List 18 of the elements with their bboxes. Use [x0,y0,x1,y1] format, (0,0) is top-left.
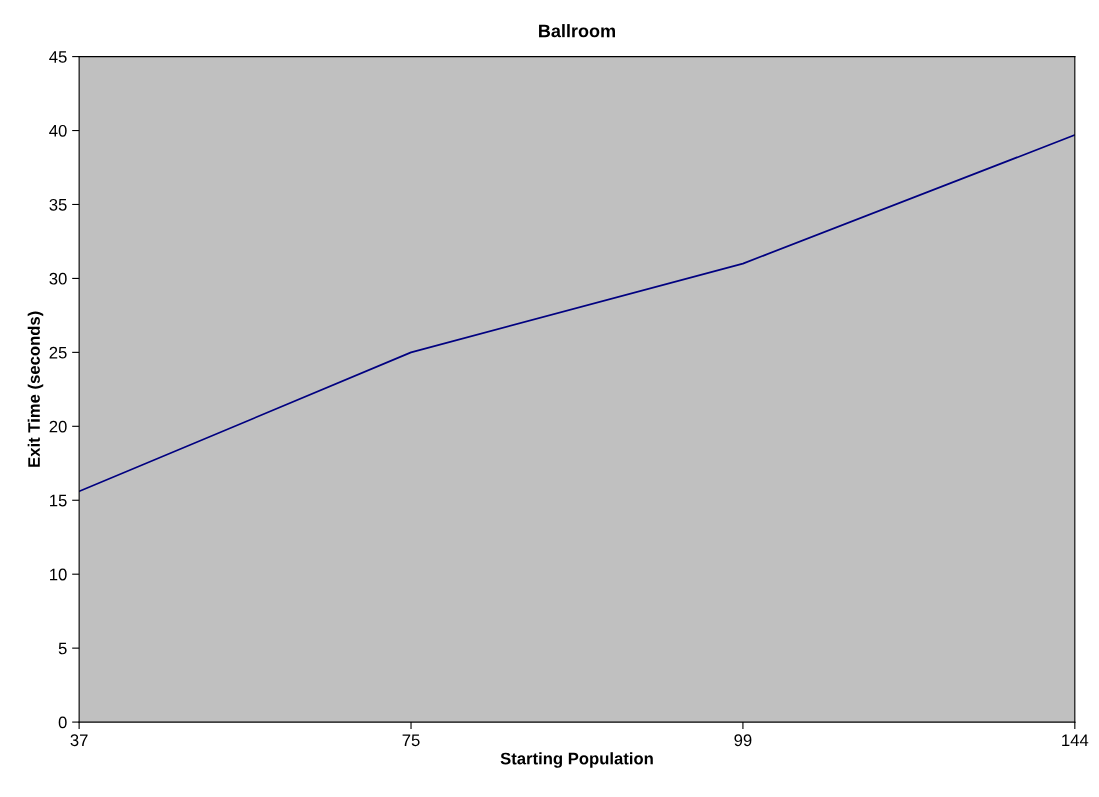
y-tick-label: 30 [49,272,67,285]
line-series [79,134,1075,493]
x-axis-title: Starting Population [500,752,653,768]
x-tick-label: 144 [1062,734,1089,746]
y-tick-label: 20 [49,420,67,433]
x-tick-label: 37 [70,734,88,747]
y-tick-label: 0 [58,716,67,729]
y-tick-label: 45 [49,51,67,63]
y-tick-label: 40 [49,124,67,137]
x-tick-label: 99 [734,734,752,747]
y-tick-label: 10 [50,568,67,581]
x-tick-label: 75 [402,734,420,747]
y-tick-label: 5 [58,642,67,655]
y-axis-title: Exit Time (seconds) [27,311,44,467]
y-tick-label: 35 [49,198,67,211]
chart-title: Ballroom [539,24,615,38]
y-tick-label: 15 [50,494,67,507]
y-tick-label: 25 [49,346,67,359]
